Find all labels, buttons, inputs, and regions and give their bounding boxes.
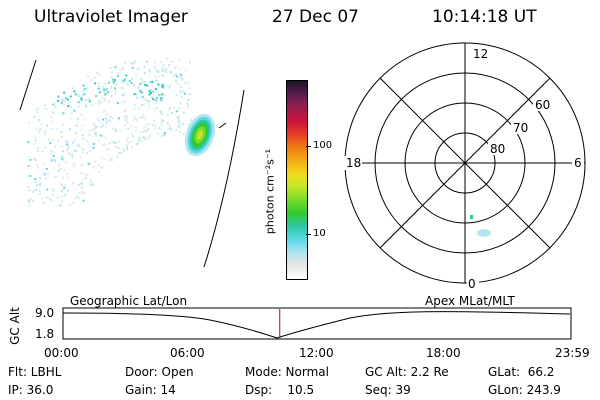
instrument-title: Ultraviolet Imager bbox=[34, 7, 188, 27]
timeline-x-tick-1200: 12:00 bbox=[299, 346, 334, 360]
status-seq: Seq: 39 bbox=[365, 383, 411, 397]
colorbar bbox=[286, 80, 308, 280]
lat-label-70: 70 bbox=[513, 121, 528, 135]
timeline-left-label: Geographic Lat/Lon bbox=[70, 294, 188, 308]
status-glat: GLat: 66.2 bbox=[488, 365, 555, 379]
timeline-x-tick-0000: 00:00 bbox=[44, 346, 79, 360]
date-label: 27 Dec 07 bbox=[272, 7, 359, 27]
auroral-emission bbox=[27, 57, 192, 207]
colorbar-gradient bbox=[287, 81, 307, 279]
timeline-plot bbox=[62, 307, 572, 340]
colorbar-tick-100 bbox=[306, 146, 311, 147]
polar-plot: 12 18 6 0 60 70 80 bbox=[344, 42, 586, 290]
status-mode: Mode: Normal bbox=[245, 365, 329, 379]
timeline-altitude-curve bbox=[62, 311, 571, 339]
status-door: Door: Open bbox=[125, 365, 194, 379]
mlt-label-12: 12 bbox=[473, 47, 488, 61]
status-ip: IP: 36.0 bbox=[8, 383, 54, 397]
polar-diagonal-2 bbox=[379, 77, 551, 249]
timeline-x-tick-1800: 18:00 bbox=[426, 346, 461, 360]
timeline-x-tick-0600: 06:00 bbox=[170, 346, 205, 360]
limb-arc-right bbox=[203, 89, 245, 268]
colorbar-unit-label: photon cm⁻²s⁻¹ bbox=[263, 148, 277, 235]
limb-line-left bbox=[19, 59, 37, 111]
status-gc-alt: GC Alt: 2.2 Re bbox=[365, 365, 449, 379]
polar-emission-dot bbox=[470, 215, 473, 219]
limb-tick bbox=[218, 122, 227, 129]
timeline-y-tick-9: 9.0 bbox=[35, 306, 55, 320]
timeline-y-tick-1-8: 1.8 bbox=[35, 327, 55, 341]
colorbar-tick-label-10: 10 bbox=[313, 228, 326, 239]
status-dsp: Dsp: 10.5 bbox=[245, 383, 315, 397]
status-glon: GLon: 243.9 bbox=[488, 383, 561, 397]
status-gain: Gain: 14 bbox=[125, 383, 176, 397]
timeline-right-label: Apex MLat/MLT bbox=[425, 294, 515, 308]
timeline-x-tick-2359: 23:59 bbox=[555, 346, 590, 360]
colorbar-tick-10 bbox=[306, 234, 311, 235]
status-flt: Flt: LBHL bbox=[8, 365, 62, 379]
bright-emission-spot bbox=[184, 113, 216, 157]
colorbar-tick-label-100: 100 bbox=[313, 140, 333, 151]
mlt-label-6: 6 bbox=[574, 156, 582, 170]
geographic-image bbox=[19, 57, 245, 268]
time-label: 10:14:18 UT bbox=[432, 7, 537, 27]
lat-label-60: 60 bbox=[535, 98, 550, 112]
mlt-label-0: 0 bbox=[468, 277, 476, 290]
lat-label-80: 80 bbox=[490, 142, 505, 156]
timeline-frame bbox=[62, 307, 572, 340]
mlt-label-18: 18 bbox=[346, 156, 361, 170]
polar-emission-patch bbox=[477, 229, 491, 237]
